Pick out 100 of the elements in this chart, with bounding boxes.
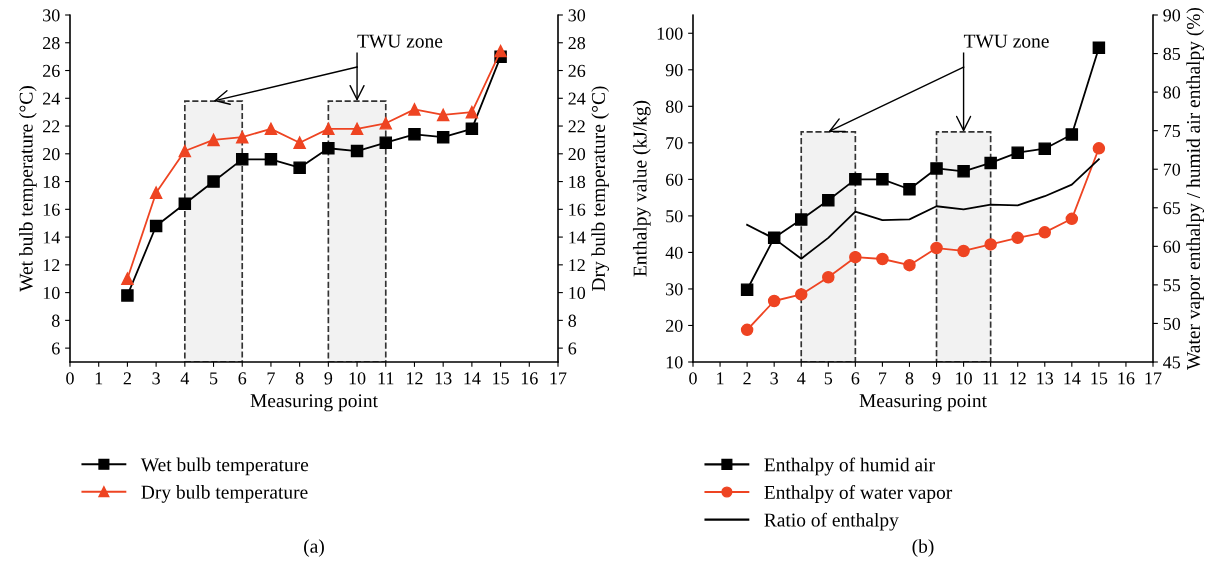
point [350,144,364,158]
y2-tick-label: 70 [1163,163,1181,176]
y2-tick-label: 6 [568,342,577,355]
point [849,250,862,264]
point [984,238,997,251]
y-tick-label: 70 [666,137,683,150]
y-tick-label: 10 [666,356,683,369]
y2-tick-label: 65 [1163,202,1181,215]
x-tick-label: 14 [1064,372,1081,385]
annotation: TWU zone [963,34,1049,48]
point [121,289,134,302]
x-tick-label: 0 [66,372,74,385]
point [1011,231,1024,245]
x-tick-label: 0 [689,372,697,385]
x-tick-label: 1 [717,372,724,385]
point [876,252,889,266]
point [408,128,421,141]
point [379,136,393,149]
point [436,130,450,144]
point [903,258,916,272]
point [1092,41,1106,55]
y2-tick-label: 85 [1163,47,1181,60]
y-tick-label: 22 [43,120,60,133]
x-tick-label: 8 [295,372,304,385]
point [207,175,220,188]
x-tick-label: 3 [152,372,160,385]
point [149,186,163,199]
x-tick-label: 10 [956,372,972,385]
y2-tick-label: 28 [568,37,586,50]
y-tick-label: 100 [657,27,683,40]
y-tick-label: 18 [43,175,60,188]
y-tick-label: 90 [665,64,683,77]
x-tick-label: 9 [932,372,941,385]
point [465,122,479,136]
point [293,136,306,149]
point [876,173,889,186]
y2-tick-label: 55 [1163,279,1181,292]
y-tick-label: 28 [43,37,60,50]
point [794,288,808,301]
legend-label: Enthalpy of humid air [764,457,935,476]
y2-tick-label: 10 [569,286,586,300]
point [149,219,163,233]
x-tick-label: 5 [824,372,833,385]
y2-axis-title: Water vapor enthalpy / humid air enthalpy (%) [1186,7,1205,370]
y2-tick-label: 8 [568,314,577,327]
text: (b) [912,539,934,557]
y-tick-label: 20 [43,148,60,161]
y2-tick-label: 50 [1163,317,1181,330]
point [822,193,835,207]
point [822,271,835,284]
point [322,122,335,136]
point [178,144,192,158]
y-tick-label: 24 [43,92,60,105]
point [322,141,335,155]
x-tick-label: 12 [407,372,423,385]
y2-tick-label: 22 [568,120,585,133]
point [957,244,970,258]
y2-tick-label: 20 [568,148,586,161]
y-tick-label: 8 [51,314,60,327]
x-tick-label: 13 [1037,372,1054,385]
point [235,130,249,144]
y2-tick-label: 16 [569,203,586,216]
point [794,213,808,226]
x-tick-label: 3 [770,372,778,385]
x-tick-label: 7 [267,372,275,385]
point [984,156,997,170]
x-tick-label: 12 [1010,372,1026,385]
point [957,165,970,178]
y2-tick-label: 26 [568,64,586,77]
point [465,105,479,119]
y2-tick-label: 30 [568,9,586,22]
point [264,153,278,166]
x-tick-label: 17 [550,372,567,385]
legend-label: Wet bulb temperature [140,457,309,476]
point [264,122,278,136]
point [121,272,134,285]
y2-tick-label: 12 [569,259,585,272]
point [930,241,943,255]
x-tick-label: 6 [851,372,860,385]
y-tick-label: 12 [43,259,60,272]
y-tick-label: 60 [666,173,683,186]
y2-tick-label: 14 [569,231,586,244]
y-axis-title: Wet bulb temperature (°C) [19,86,37,292]
point [1038,142,1052,155]
x-tick-label: 2 [123,372,131,385]
x-tick-label: 7 [879,372,887,385]
point [178,197,192,211]
legend-label: Ratio of enthalpy [764,512,899,531]
point [849,173,862,186]
y-axis-title: Enthalpy value (kJ/kg) [632,100,651,277]
point [1038,226,1052,239]
y2-tick-label: 24 [568,92,586,105]
y-tick-label: 16 [43,203,60,216]
point [903,182,916,196]
x-tick-label: 13 [435,372,452,385]
point [1011,146,1024,159]
point [1065,128,1079,141]
point [350,122,364,136]
y-tick-label: 14 [43,231,60,244]
x-tick-label: 10 [349,372,366,385]
